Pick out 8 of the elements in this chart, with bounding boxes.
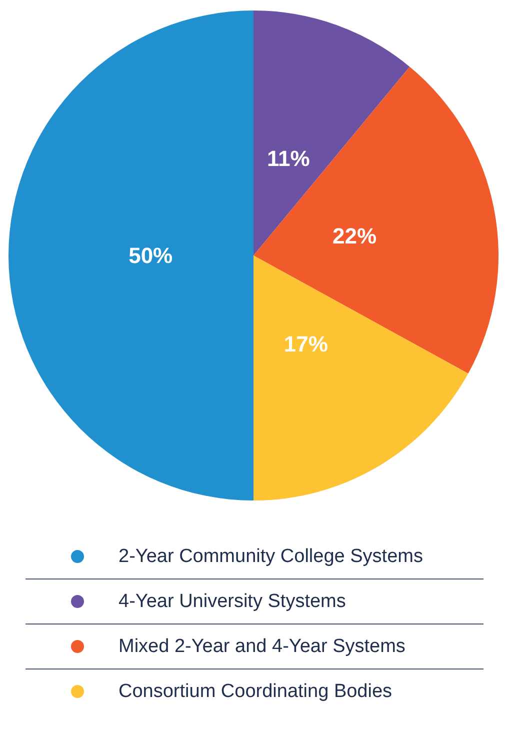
data-label: 17% bbox=[284, 332, 328, 357]
data-label: 22% bbox=[332, 224, 377, 249]
data-label: 11% bbox=[266, 146, 310, 172]
legend-label: 4-Year University Stystems bbox=[118, 591, 346, 612]
legend-label: 2-Year Community College Systems bbox=[118, 546, 423, 567]
legend-label: Consortium Coordinating Bodies bbox=[118, 681, 392, 702]
data-label: 50% bbox=[128, 243, 173, 268]
legend-label: Mixed 2-Year and 4-Year Systems bbox=[118, 636, 406, 657]
